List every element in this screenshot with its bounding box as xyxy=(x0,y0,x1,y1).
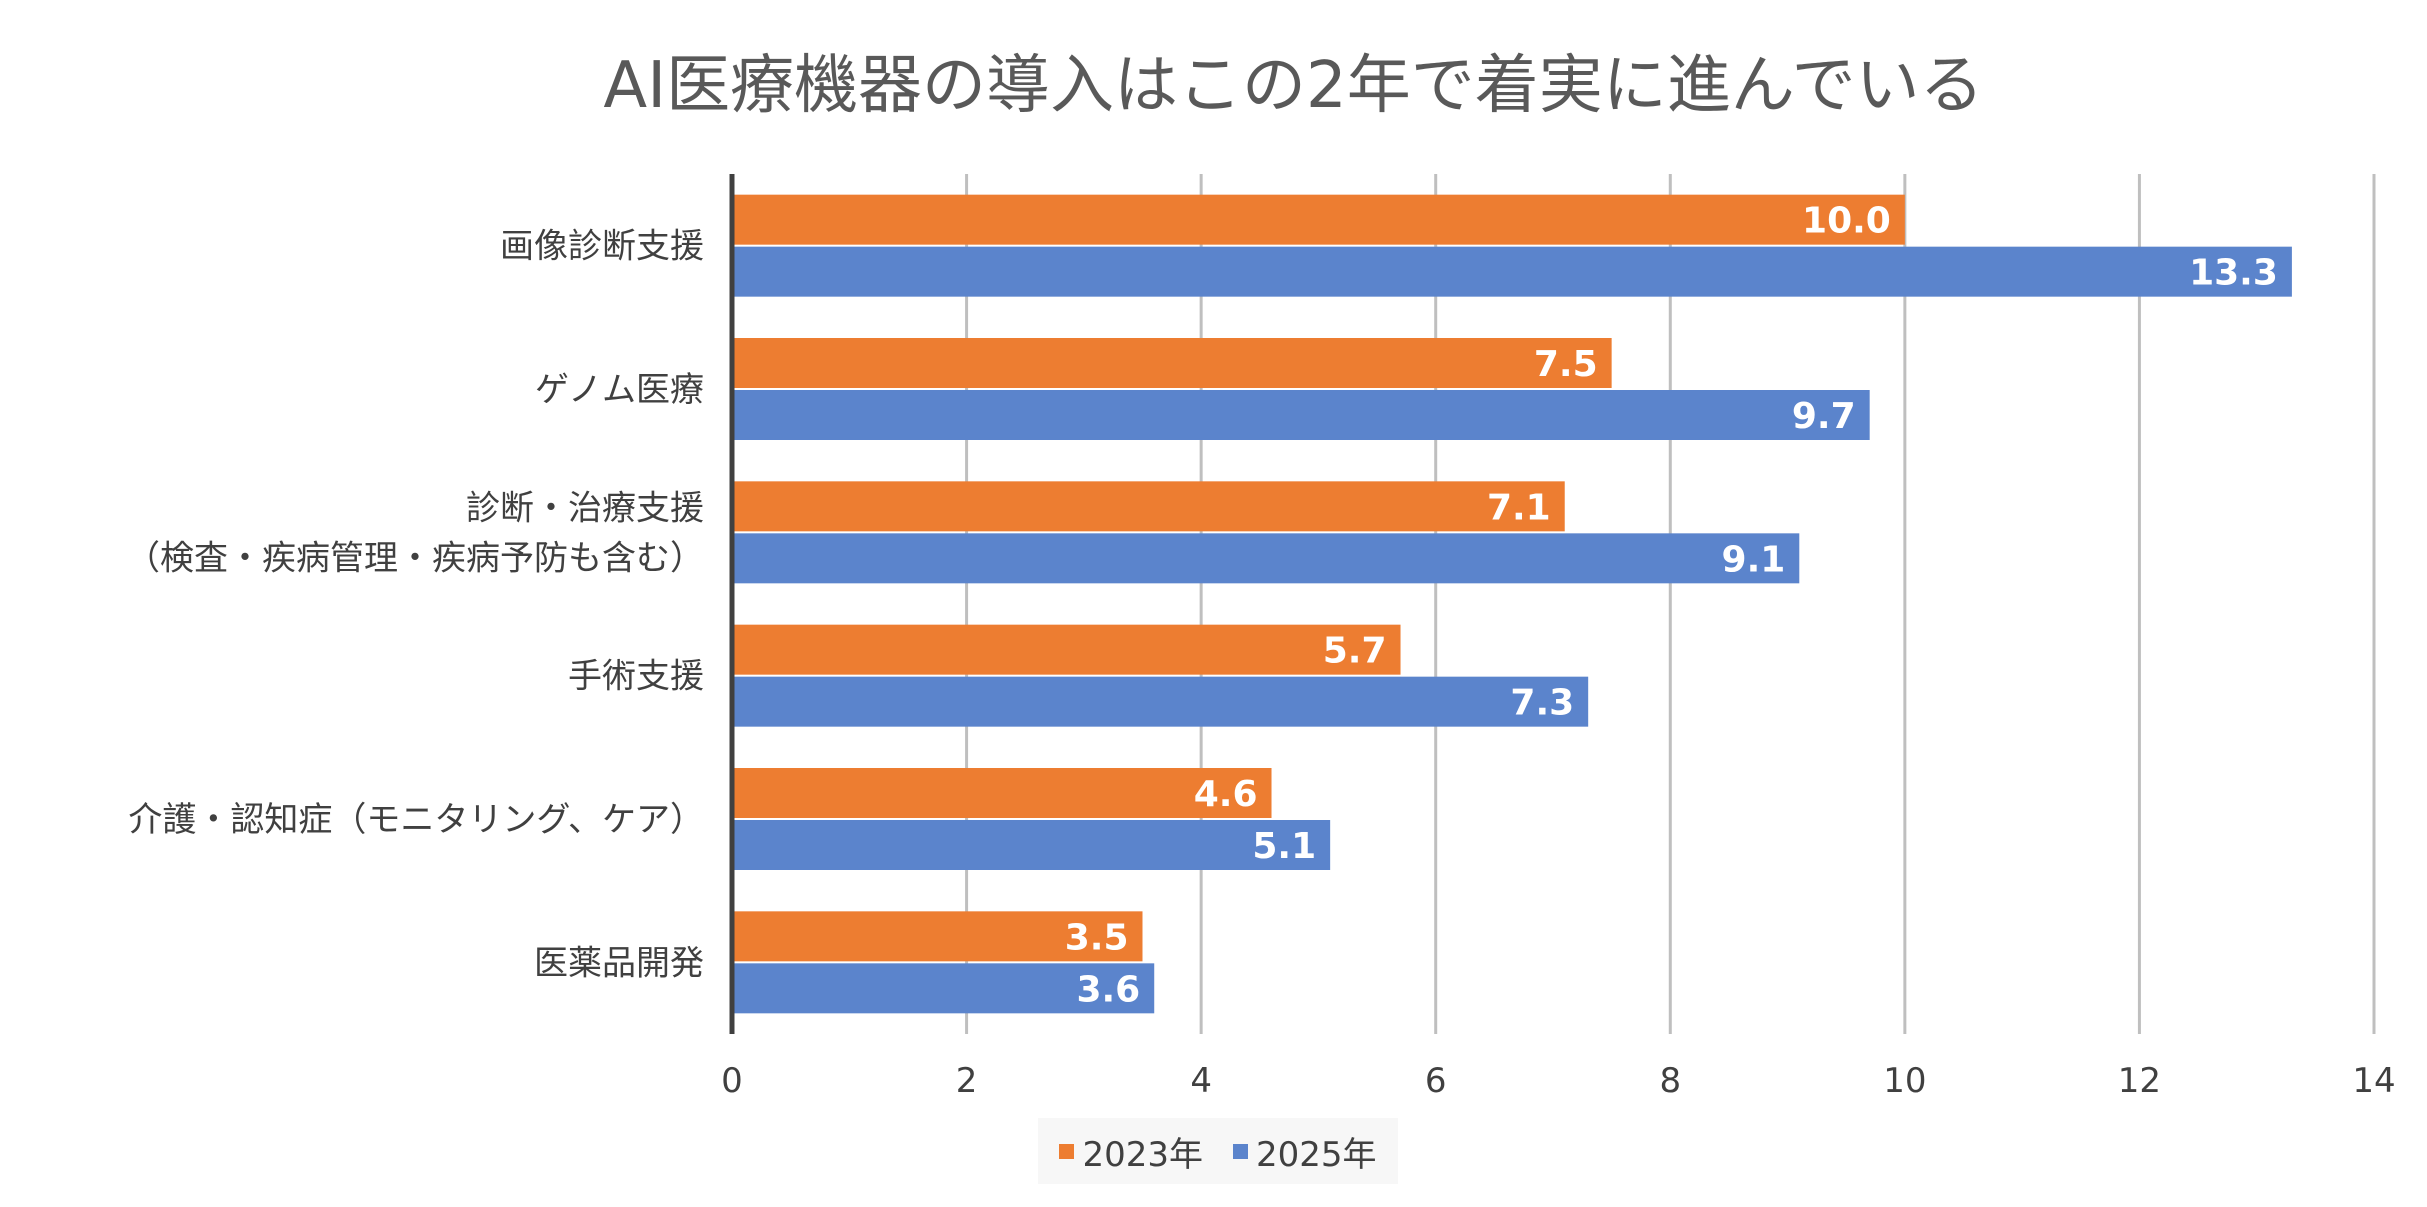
category-label: 手術支援 xyxy=(568,657,704,697)
data-label: 7.1 xyxy=(1487,487,1551,528)
x-tick-label: 10 xyxy=(1883,1061,1926,1101)
bar-2023年-3 xyxy=(734,624,1401,675)
data-label: 3.6 xyxy=(1076,969,1140,1010)
x-tick-label: 0 xyxy=(721,1061,743,1101)
data-label: 13.3 xyxy=(2189,253,2278,294)
data-label: 5.1 xyxy=(1252,826,1316,867)
legend-label-2023: 2023年 xyxy=(1082,1134,1203,1175)
gridlines xyxy=(965,174,2376,1034)
category-label: ゲノム医療 xyxy=(535,370,704,410)
category-label: 画像診断支援 xyxy=(500,227,704,267)
bar-2025年-1 xyxy=(734,390,1870,440)
bar-2023年-2 xyxy=(734,481,1565,532)
x-tick-label: 2 xyxy=(956,1061,978,1101)
x-tick-label: 8 xyxy=(1659,1061,1681,1101)
category-label: 診断・治療支援 xyxy=(466,488,704,528)
x-tick-label: 14 xyxy=(2352,1061,2395,1101)
bar-2025年-3 xyxy=(734,676,1589,727)
x-tick-label: 12 xyxy=(2118,1061,2161,1101)
data-label: 10.0 xyxy=(1802,201,1891,242)
category-label: 介護・認知症（モニタリング、ケア） xyxy=(128,800,704,840)
data-label: 9.7 xyxy=(1792,396,1856,437)
legend: 2023年 2025年 xyxy=(1038,1118,1398,1184)
data-label: 7.5 xyxy=(1534,344,1598,385)
data-label: 5.7 xyxy=(1323,631,1387,672)
bar-2025年-4 xyxy=(734,820,1331,870)
bars xyxy=(734,194,2292,1014)
bar-2023年-0 xyxy=(734,194,1905,245)
x-tick-label: 6 xyxy=(1425,1061,1447,1101)
x-tick-label: 4 xyxy=(1190,1061,1212,1101)
chart-title: AI医療機器の導入はこの2年で着実に進んでいる xyxy=(603,49,1984,123)
bar-2023年-5 xyxy=(734,911,1143,962)
labels: 0 2 4 6 8 10 12 14 10.0 13.3 画像診断支援 7.5 9.7 ゲノム医療 7.1 9… xyxy=(126,201,2396,1101)
data-label: 3.5 xyxy=(1065,917,1129,958)
category-label: 医薬品開発 xyxy=(534,943,704,983)
legend-label-2025: 2025年 xyxy=(1256,1134,1377,1175)
legend-swatch-2023 xyxy=(1059,1143,1075,1159)
legend-item-2025: 2025年 xyxy=(1233,1127,1377,1176)
bar-2025年-0 xyxy=(734,246,2292,297)
data-label: 9.1 xyxy=(1722,539,1786,580)
bar-2023年-4 xyxy=(734,768,1272,818)
data-label: 7.3 xyxy=(1510,683,1574,724)
bar-2025年-5 xyxy=(734,963,1155,1014)
legend-swatch-2025 xyxy=(1233,1143,1248,1159)
bar-2025年-2 xyxy=(734,533,1800,584)
legend-item-2023: 2023年 xyxy=(1059,1127,1203,1176)
category-label: （検査・疾病管理・疾病予防も含む） xyxy=(126,538,704,578)
bar-2023年-1 xyxy=(734,338,1612,388)
data-label: 4.6 xyxy=(1194,774,1258,815)
